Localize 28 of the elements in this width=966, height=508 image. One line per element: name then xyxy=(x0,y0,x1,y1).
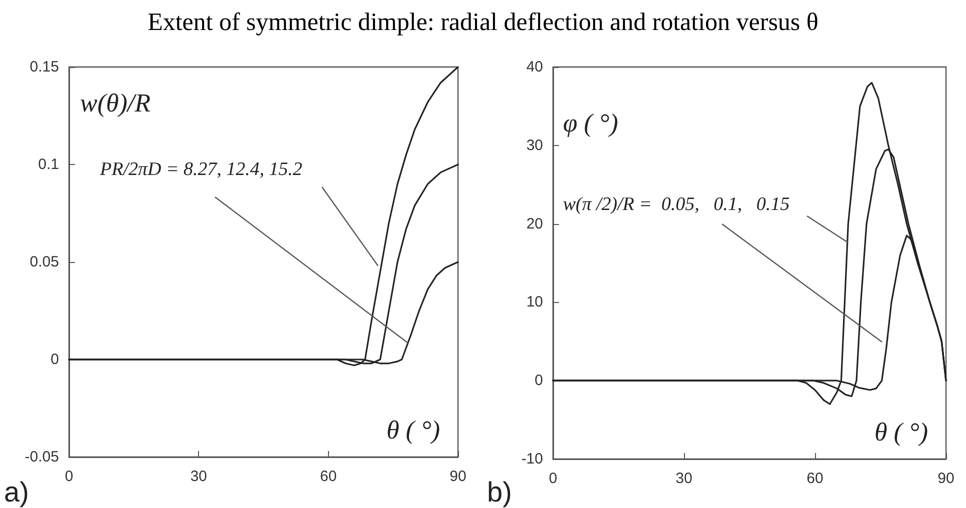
x-tick-label: 0 xyxy=(548,470,558,487)
x-tick-label: 90 xyxy=(938,470,954,487)
x-tick-label: 30 xyxy=(190,468,208,485)
y-axis-title: w(θ)/R xyxy=(80,88,151,118)
y-tick-label: 30 xyxy=(526,136,543,154)
x-axis-title: θ ( °) xyxy=(874,418,928,446)
x-axis-title: θ ( °) xyxy=(386,416,440,444)
annotation: PR/2πD = 8.27, 12.4, 15.2 xyxy=(99,159,303,180)
x-tick-label: 0 xyxy=(64,468,74,485)
y-tick-label: -0.05 xyxy=(24,448,59,466)
y-axis-title: φ ( °) xyxy=(563,108,618,138)
x-tick-label: 30 xyxy=(676,470,692,487)
y-tick-label: -10 xyxy=(521,450,543,468)
x-tick-label: 60 xyxy=(320,468,337,485)
y-tick-label: 0.1 xyxy=(38,156,59,173)
y-tick-label: 0.05 xyxy=(30,254,59,270)
y-tick-label: 40 xyxy=(526,58,543,76)
y-tick-label: 0.15 xyxy=(30,58,59,76)
text: a) xyxy=(4,476,29,508)
chart-title: Extent of symmetric dimple: radial deflection and rotation versus θ xyxy=(146,8,820,38)
x-tick-label: 60 xyxy=(806,470,824,487)
y-tick-label: 10 xyxy=(526,294,543,311)
x-tick-label: 90 xyxy=(450,468,466,485)
y-tick-label: 0 xyxy=(50,351,59,368)
y-tick-label: 20 xyxy=(526,215,543,232)
text: b) xyxy=(487,476,512,508)
y-tick-label: 0 xyxy=(534,372,543,390)
annotation: w(π /2)/R = 0.05, 0.1, 0.15 xyxy=(563,194,790,215)
